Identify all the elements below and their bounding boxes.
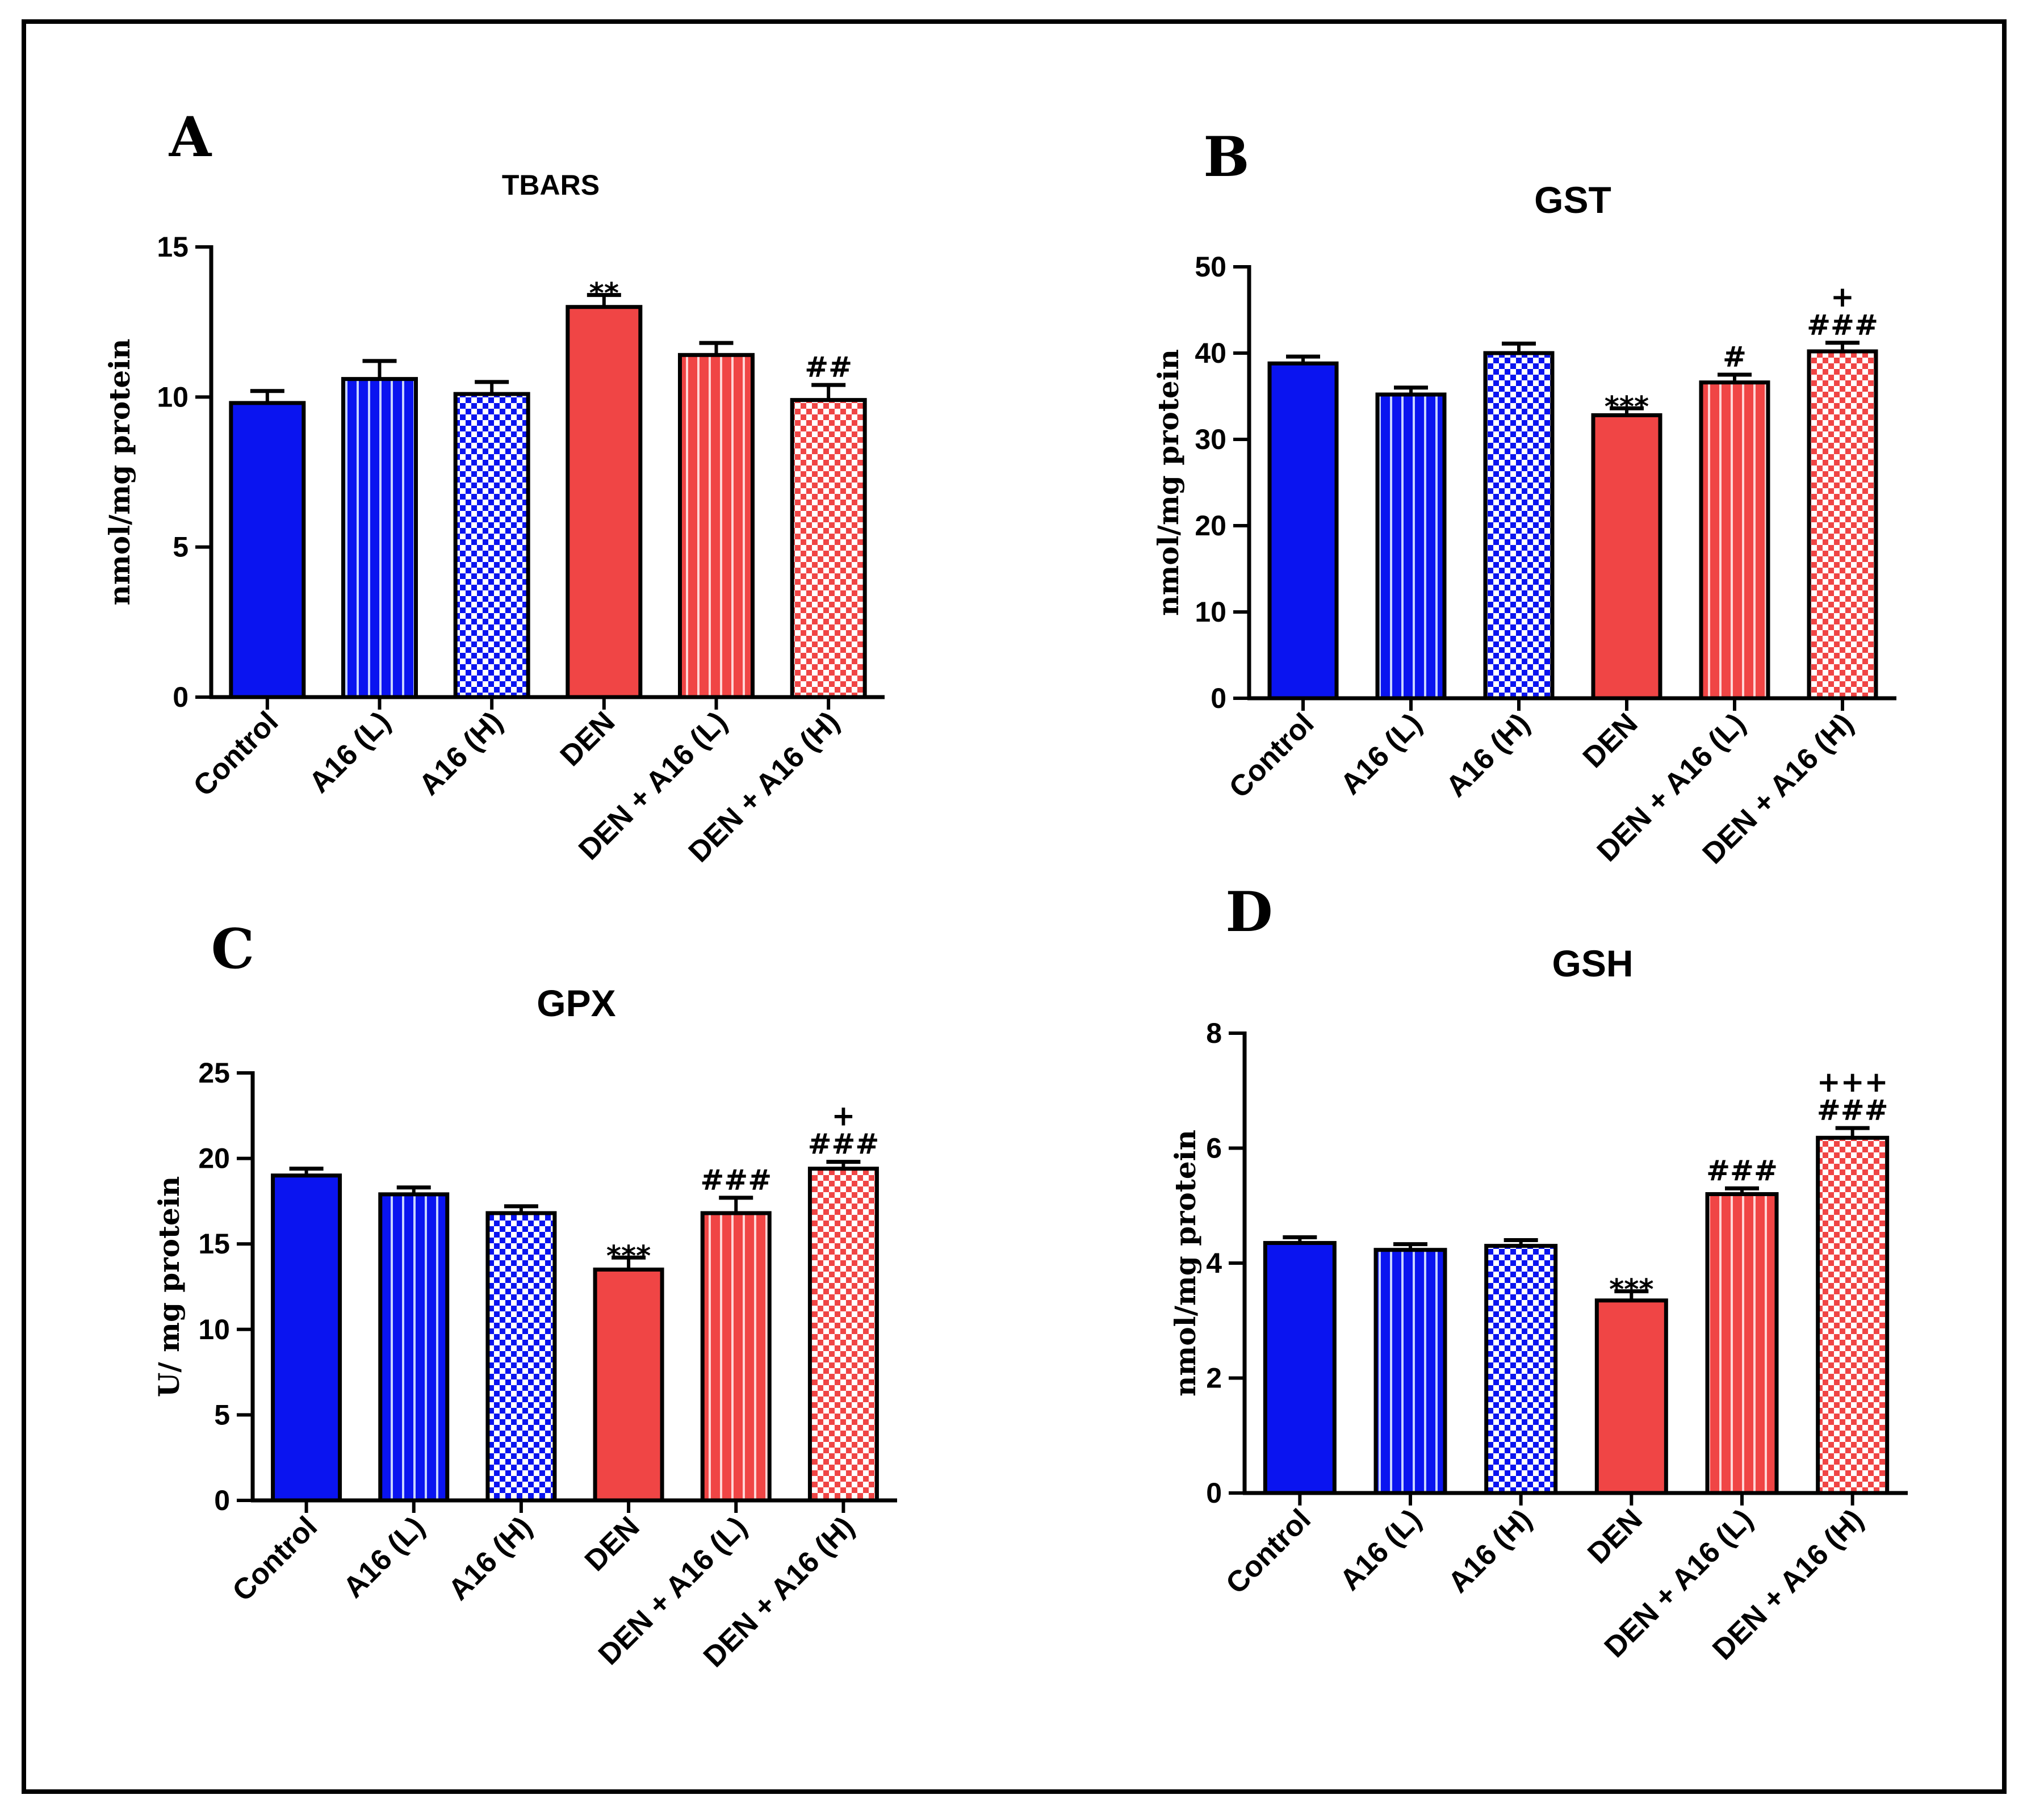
bar bbox=[593, 1267, 664, 1503]
y-axis-title: U/ mg protein bbox=[152, 1176, 186, 1397]
bar bbox=[1705, 1192, 1779, 1495]
significance-mark: *** bbox=[1605, 390, 1649, 423]
significance-mark: ** bbox=[589, 277, 619, 310]
bar bbox=[807, 1167, 879, 1503]
chart-title: GST bbox=[1534, 179, 1611, 221]
significance-mark: ### bbox=[1807, 309, 1878, 342]
y-tick-label: 40 bbox=[1195, 337, 1226, 369]
panel-letter: A bbox=[169, 105, 212, 169]
significance-mark: ### bbox=[1817, 1094, 1888, 1127]
significance-mark: *** bbox=[1609, 1273, 1653, 1306]
y-tick-label: 0 bbox=[1206, 1477, 1222, 1509]
bar bbox=[1375, 392, 1447, 701]
bar bbox=[1699, 380, 1770, 701]
bar bbox=[1373, 1248, 1447, 1495]
bar bbox=[229, 401, 306, 699]
figure-border bbox=[22, 19, 2007, 1794]
y-tick-label: 10 bbox=[198, 1314, 230, 1345]
y-tick-label: 8 bbox=[1206, 1017, 1222, 1049]
panel-letter: B bbox=[1203, 125, 1249, 189]
y-tick-label: 20 bbox=[198, 1143, 230, 1175]
bar bbox=[700, 1211, 772, 1503]
panel-letter: D bbox=[1225, 880, 1272, 944]
bar bbox=[678, 353, 755, 699]
bar bbox=[378, 1192, 450, 1503]
bar bbox=[1594, 1298, 1668, 1495]
y-tick-label: 5 bbox=[173, 531, 189, 563]
significance-mark: # bbox=[1723, 341, 1747, 374]
y-tick-label: 15 bbox=[157, 231, 189, 263]
bar bbox=[1807, 349, 1878, 701]
bar bbox=[1816, 1135, 1890, 1495]
y-tick-label: 6 bbox=[1206, 1133, 1222, 1164]
y-tick-label: 50 bbox=[1195, 251, 1226, 283]
chart-title: GPX bbox=[537, 982, 615, 1024]
bar bbox=[566, 305, 643, 699]
bar bbox=[271, 1173, 342, 1503]
significance-mark: ### bbox=[1706, 1154, 1778, 1187]
chart-title: TBARS bbox=[502, 169, 600, 201]
bar bbox=[341, 377, 418, 699]
y-tick-label: 10 bbox=[157, 381, 189, 413]
bar bbox=[453, 392, 530, 699]
y-axis-title: nmol/mg protein bbox=[1151, 349, 1185, 616]
y-tick-label: 4 bbox=[1206, 1247, 1222, 1279]
y-tick-label: 30 bbox=[1195, 423, 1226, 455]
y-tick-label: 25 bbox=[198, 1057, 230, 1089]
significance-mark: +++ bbox=[1817, 1066, 1888, 1098]
chart-title: GSH bbox=[1552, 942, 1633, 984]
bar bbox=[1591, 413, 1662, 701]
y-tick-label: 15 bbox=[198, 1228, 230, 1260]
y-tick-label: 10 bbox=[1195, 596, 1226, 628]
y-tick-label: 2 bbox=[1206, 1362, 1222, 1394]
bar bbox=[1483, 351, 1555, 701]
bar bbox=[790, 398, 867, 699]
y-axis-title: nmol/mg protein bbox=[1169, 1130, 1202, 1397]
significance-mark: + bbox=[831, 1100, 855, 1133]
significance-mark: ## bbox=[805, 351, 852, 384]
y-tick-label: 20 bbox=[1195, 510, 1226, 542]
bar bbox=[1267, 361, 1339, 701]
bar bbox=[1263, 1241, 1337, 1495]
significance-mark: ### bbox=[700, 1164, 772, 1197]
significance-mark: *** bbox=[606, 1239, 651, 1272]
y-tick-label: 5 bbox=[214, 1399, 230, 1431]
panel-letter: C bbox=[211, 917, 254, 981]
y-tick-label: 0 bbox=[173, 681, 189, 713]
significance-mark: + bbox=[1831, 280, 1854, 313]
y-axis-title: nmol/mg protein bbox=[103, 338, 136, 605]
significance-mark: ### bbox=[808, 1128, 880, 1161]
bar bbox=[1484, 1244, 1558, 1495]
y-tick-label: 0 bbox=[214, 1484, 230, 1516]
bar bbox=[485, 1211, 557, 1503]
y-tick-label: 0 bbox=[1211, 682, 1226, 714]
